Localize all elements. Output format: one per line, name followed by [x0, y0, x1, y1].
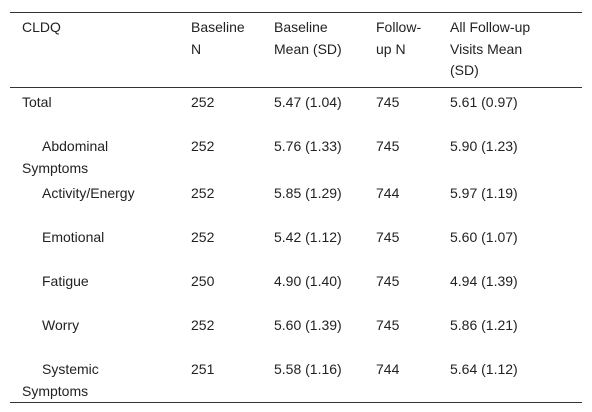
header-cell-text: CLDQ [22, 19, 61, 35]
table-cell: 5.42 (1.12) [264, 223, 366, 267]
table-cell-text: Activity/Energy [42, 185, 135, 201]
table-cell: Systemic Symptoms [10, 355, 181, 403]
table-cell: 5.60 (1.39) [264, 311, 366, 355]
header-cell: Baseline N [181, 12, 264, 88]
table-row: Abdominal Symptoms 252 5.76 (1.33) 745 5.90 … [10, 132, 582, 179]
table-cell-text: 5.76 (1.33) [274, 138, 342, 154]
table-cell-text: 250 [191, 273, 215, 289]
table-cell: 252 [181, 88, 264, 133]
header-cell: CLDQ [10, 12, 181, 88]
table-cell-text: 4.90 (1.40) [274, 273, 342, 289]
header-cell-text: All Follow-up Visits Mean (SD) [450, 19, 531, 78]
table-cell-text: Systemic Symptoms [22, 361, 99, 399]
header-cell-text: Baseline Mean (SD) [274, 19, 342, 57]
table-cell-text: 252 [191, 317, 215, 333]
table-cell-text: 252 [191, 138, 215, 154]
table-cell: Fatigue [10, 267, 181, 311]
table-cell: 5.47 (1.04) [264, 88, 366, 133]
table-cell: 744 [366, 355, 440, 403]
table-cell: 745 [366, 267, 440, 311]
header-cell-text: Baseline N [191, 19, 245, 57]
table-row: Worry 252 5.60 (1.39) 745 5.86 (1.21) [10, 311, 582, 355]
header-row: CLDQ Baseline N Baseline Mean (SD) Follow-u… [10, 12, 582, 88]
table-cell-text: Fatigue [42, 273, 89, 289]
table-cell-text: 5.60 (1.07) [450, 229, 518, 245]
table-cell: 250 [181, 267, 264, 311]
table-cell: 5.64 (1.12) [440, 355, 582, 403]
table-row: Systemic Symptoms 251 5.58 (1.16) 744 5.64 (… [10, 355, 582, 403]
table-cell: 745 [366, 132, 440, 179]
table-cell: 5.76 (1.33) [264, 132, 366, 179]
table-cell-text: 5.85 (1.29) [274, 185, 342, 201]
table-cell: 5.61 (0.97) [440, 88, 582, 133]
table-cell: 5.90 (1.23) [440, 132, 582, 179]
table-cell: 5.86 (1.21) [440, 311, 582, 355]
table-cell-text: 5.97 (1.19) [450, 185, 518, 201]
table-cell-text: 745 [376, 94, 400, 110]
table-cell-text: 745 [376, 229, 400, 245]
table-cell-text: 5.42 (1.12) [274, 229, 342, 245]
table-cell-text: 5.58 (1.16) [274, 361, 342, 377]
table-cell: 744 [366, 179, 440, 223]
table-cell-text: Abdominal Symptoms [22, 138, 109, 176]
table-cell-text: 745 [376, 317, 400, 333]
table-cell: 4.94 (1.39) [440, 267, 582, 311]
header-cell-text: Follow-up N [376, 19, 422, 57]
table-cell: Activity/Energy [10, 179, 181, 223]
table-cell-text: 5.60 (1.39) [274, 317, 342, 333]
table-cell: 252 [181, 132, 264, 179]
table-cell-text: 744 [376, 361, 400, 377]
table-cell: 5.58 (1.16) [264, 355, 366, 403]
table-cell-text: 5.86 (1.21) [450, 317, 518, 333]
table-row: Total 252 5.47 (1.04) 745 5.61 (0.97) [10, 88, 582, 133]
table-cell-text: 252 [191, 185, 215, 201]
table-cell: Emotional [10, 223, 181, 267]
table-cell-text: 5.90 (1.23) [450, 138, 518, 154]
table-cell: 5.60 (1.07) [440, 223, 582, 267]
table-cell-text: Total [22, 94, 52, 110]
table-cell-text: Worry [42, 317, 80, 333]
table-cell: 5.85 (1.29) [264, 179, 366, 223]
table-cell-text: 5.61 (0.97) [450, 94, 518, 110]
table-cell: Worry [10, 311, 181, 355]
header-cell: All Follow-up Visits Mean (SD) [440, 12, 582, 88]
table-cell: 252 [181, 311, 264, 355]
table-cell-text: 5.64 (1.12) [450, 361, 518, 377]
table-cell: 5.97 (1.19) [440, 179, 582, 223]
table-cell-text: 745 [376, 138, 400, 154]
table-cell: 745 [366, 223, 440, 267]
table-cell: 4.90 (1.40) [264, 267, 366, 311]
table-cell-text: 252 [191, 94, 215, 110]
table-cell-text: 4.94 (1.39) [450, 273, 518, 289]
table-cell-text: 251 [191, 361, 215, 377]
table-cell-text: 5.47 (1.04) [274, 94, 342, 110]
table-cell-text: 744 [376, 185, 400, 201]
header-cell: Follow-up N [366, 12, 440, 88]
table-row: Activity/Energy 252 5.85 (1.29) 744 5.97 (1.… [10, 179, 582, 223]
header-cell: Baseline Mean (SD) [264, 12, 366, 88]
table-cell-text: Emotional [42, 229, 105, 245]
table-row: Emotional 252 5.42 (1.12) 745 5.60 (1.07) [10, 223, 582, 267]
table-cell: 252 [181, 223, 264, 267]
table-cell-text: 252 [191, 229, 215, 245]
table-cell: Abdominal Symptoms [10, 132, 181, 179]
table-row: Fatigue 250 4.90 (1.40) 745 4.94 (1.39) [10, 267, 582, 311]
table-cell: 252 [181, 179, 264, 223]
table-cell: Total [10, 88, 181, 133]
table-cell-text: 745 [376, 273, 400, 289]
table-container: CLDQ Baseline N Baseline Mean (SD) Follow-u… [10, 12, 582, 403]
table-body: Total 252 5.47 (1.04) 745 5.61 (0.97) Abdomin… [10, 88, 582, 403]
table-cell: 251 [181, 355, 264, 403]
table: CLDQ Baseline N Baseline Mean (SD) Follow-u… [10, 12, 582, 403]
table-head: CLDQ Baseline N Baseline Mean (SD) Follow-u… [10, 12, 582, 88]
table-cell: 745 [366, 311, 440, 355]
table-cell: 745 [366, 88, 440, 133]
